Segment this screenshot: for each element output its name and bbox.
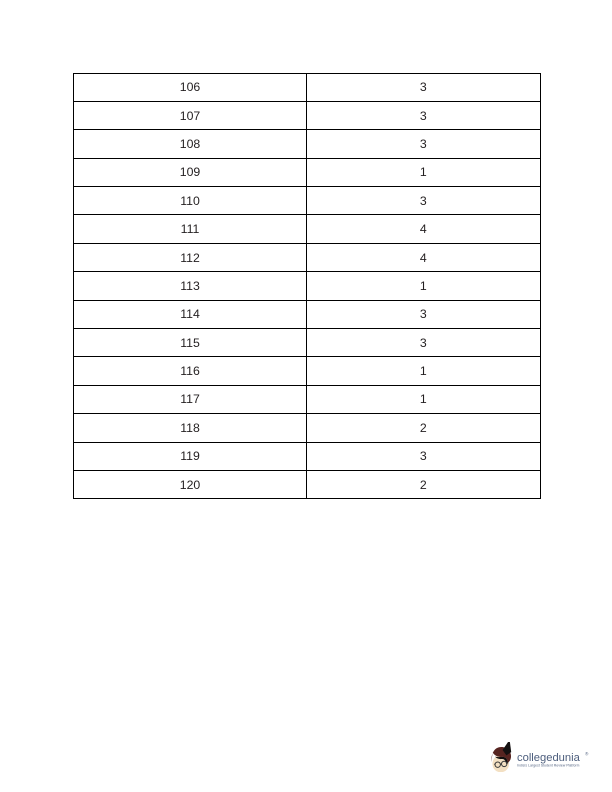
- svg-text:®: ®: [585, 751, 589, 757]
- svg-text:India's Largest Student Review: India's Largest Student Review Platform: [517, 764, 580, 768]
- svg-text:collegedunia: collegedunia: [517, 752, 581, 764]
